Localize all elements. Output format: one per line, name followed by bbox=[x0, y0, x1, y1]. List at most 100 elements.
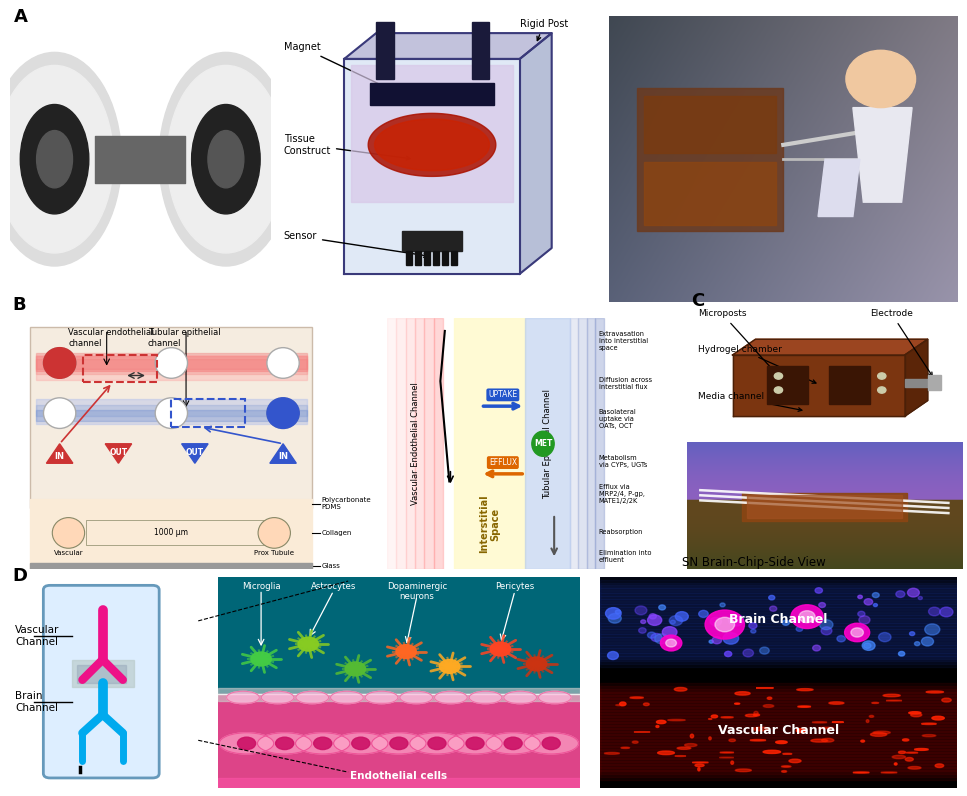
Text: OUT: OUT bbox=[186, 447, 204, 457]
Ellipse shape bbox=[692, 762, 708, 763]
Polygon shape bbox=[853, 107, 912, 202]
Bar bbox=[600, 719, 957, 729]
Circle shape bbox=[796, 626, 803, 631]
Ellipse shape bbox=[915, 748, 928, 751]
Bar bbox=[600, 712, 957, 723]
Ellipse shape bbox=[448, 733, 502, 754]
Ellipse shape bbox=[797, 689, 813, 691]
Text: Basolateral
uptake via
OATs, OCT: Basolateral uptake via OATs, OCT bbox=[599, 408, 636, 429]
Circle shape bbox=[111, 0, 340, 341]
Bar bbox=[86, 521, 272, 545]
Ellipse shape bbox=[811, 739, 828, 742]
Ellipse shape bbox=[296, 733, 350, 754]
Circle shape bbox=[180, 86, 272, 232]
Text: Tubular epithelial
channel: Tubular epithelial channel bbox=[148, 328, 220, 348]
Circle shape bbox=[607, 651, 618, 660]
Ellipse shape bbox=[767, 697, 772, 700]
Circle shape bbox=[167, 65, 284, 253]
Polygon shape bbox=[368, 113, 496, 177]
Circle shape bbox=[542, 737, 560, 750]
Ellipse shape bbox=[366, 691, 397, 704]
Ellipse shape bbox=[620, 702, 626, 706]
Ellipse shape bbox=[781, 766, 791, 767]
Bar bbox=[600, 656, 957, 667]
Ellipse shape bbox=[410, 733, 464, 754]
Bar bbox=[405, 318, 415, 569]
Text: Electrode: Electrode bbox=[870, 310, 932, 376]
Circle shape bbox=[915, 642, 920, 646]
Ellipse shape bbox=[616, 704, 624, 706]
Text: Endothelial cells: Endothelial cells bbox=[350, 771, 448, 781]
Bar bbox=[425, 251, 430, 265]
Circle shape bbox=[267, 398, 299, 428]
Circle shape bbox=[23, 110, 85, 209]
Text: Magnet: Magnet bbox=[283, 42, 397, 93]
Bar bbox=[218, 694, 580, 788]
Bar bbox=[600, 642, 957, 653]
Bar bbox=[351, 64, 513, 202]
Circle shape bbox=[202, 122, 249, 197]
Circle shape bbox=[836, 636, 845, 642]
Text: Vascular: Vascular bbox=[53, 550, 83, 556]
Ellipse shape bbox=[371, 733, 426, 754]
Ellipse shape bbox=[632, 741, 638, 743]
Text: IN: IN bbox=[278, 452, 288, 461]
Ellipse shape bbox=[926, 691, 944, 693]
Bar bbox=[600, 602, 957, 612]
Bar bbox=[600, 588, 957, 599]
Bar bbox=[600, 758, 957, 768]
Bar bbox=[30, 327, 312, 508]
Ellipse shape bbox=[296, 691, 329, 704]
Bar bbox=[36, 359, 307, 374]
Circle shape bbox=[799, 611, 815, 622]
Circle shape bbox=[159, 53, 293, 266]
Circle shape bbox=[924, 624, 940, 635]
Text: Tissue
Construct: Tissue Construct bbox=[283, 134, 410, 160]
Bar bbox=[600, 646, 957, 656]
Ellipse shape bbox=[721, 716, 733, 718]
Ellipse shape bbox=[942, 698, 952, 702]
Circle shape bbox=[770, 606, 777, 611]
Bar bbox=[600, 596, 957, 607]
Ellipse shape bbox=[698, 767, 700, 771]
Circle shape bbox=[526, 657, 547, 671]
Circle shape bbox=[641, 620, 646, 623]
Bar bbox=[406, 251, 412, 265]
Circle shape bbox=[743, 649, 753, 657]
Circle shape bbox=[191, 104, 260, 214]
Circle shape bbox=[39, 134, 71, 185]
Bar bbox=[442, 251, 448, 265]
Ellipse shape bbox=[720, 752, 734, 753]
Polygon shape bbox=[732, 339, 927, 355]
Circle shape bbox=[748, 622, 757, 629]
Bar bbox=[600, 734, 957, 744]
Circle shape bbox=[44, 398, 75, 428]
Ellipse shape bbox=[883, 694, 900, 696]
Circle shape bbox=[218, 146, 234, 172]
Circle shape bbox=[775, 373, 782, 379]
Bar bbox=[600, 731, 957, 741]
Circle shape bbox=[791, 605, 823, 629]
Circle shape bbox=[31, 122, 78, 197]
Bar bbox=[600, 626, 957, 637]
Circle shape bbox=[872, 592, 879, 598]
Ellipse shape bbox=[902, 739, 909, 741]
Circle shape bbox=[615, 610, 621, 614]
Circle shape bbox=[313, 737, 332, 750]
Bar bbox=[452, 251, 456, 265]
Bar bbox=[416, 251, 422, 265]
Bar bbox=[600, 695, 957, 705]
Text: Prox Tubule: Prox Tubule bbox=[254, 550, 294, 556]
Bar bbox=[600, 751, 957, 762]
Ellipse shape bbox=[746, 714, 757, 717]
Circle shape bbox=[119, 0, 333, 330]
Circle shape bbox=[466, 737, 484, 750]
Bar bbox=[600, 736, 957, 747]
Circle shape bbox=[878, 387, 886, 393]
Circle shape bbox=[863, 641, 875, 650]
Circle shape bbox=[940, 607, 952, 617]
Circle shape bbox=[0, 0, 161, 330]
Text: Vascular Endothelial Channel: Vascular Endothelial Channel bbox=[411, 382, 421, 505]
Ellipse shape bbox=[658, 751, 674, 755]
Circle shape bbox=[157, 49, 295, 269]
